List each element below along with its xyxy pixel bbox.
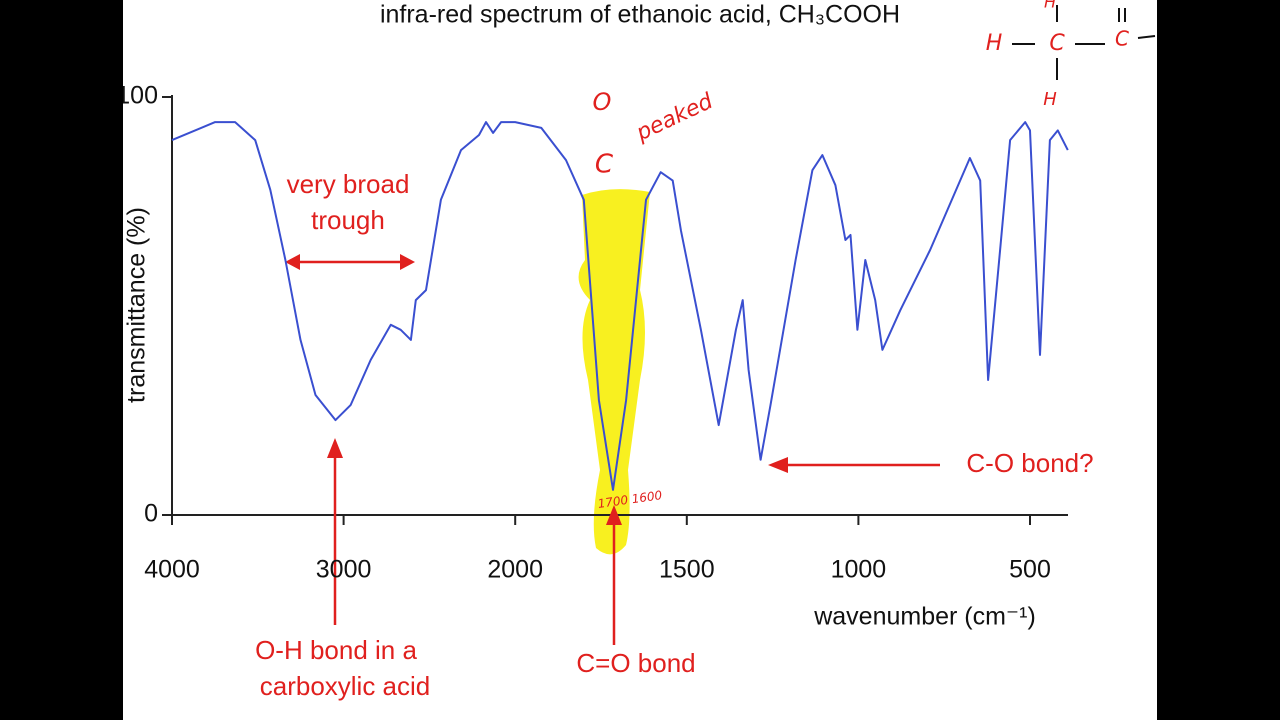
handwriting: H bbox=[1043, 89, 1057, 110]
handwriting: O bbox=[593, 88, 612, 116]
handwriting: C bbox=[1049, 31, 1065, 56]
y-axis-label: transmittance (%) bbox=[123, 207, 151, 403]
handwriting: H bbox=[1044, 0, 1056, 12]
highlight bbox=[578, 189, 650, 555]
handwriting: C bbox=[595, 150, 614, 180]
chart-title: infra-red spectrum of ethanoic acid, CH₃… bbox=[380, 1, 900, 29]
annotation: very broad bbox=[287, 169, 410, 199]
annotation: carboxylic acid bbox=[260, 671, 431, 701]
spectrum-line bbox=[171, 121, 1069, 491]
handwriting: C bbox=[1115, 27, 1129, 51]
annotation: O-H bond in a bbox=[255, 635, 417, 665]
x-tick-label: 2000 bbox=[487, 556, 543, 584]
y-tick-label: 0 bbox=[144, 500, 158, 528]
x-tick-label: 4000 bbox=[144, 556, 200, 584]
annotation: C=O bond bbox=[576, 648, 695, 678]
y-tick-label: 100 bbox=[116, 82, 158, 110]
x-tick-label: 1500 bbox=[659, 556, 715, 584]
annotation: trough bbox=[311, 205, 385, 235]
x-tick-label: 500 bbox=[1009, 556, 1051, 584]
x-tick-label: 3000 bbox=[316, 556, 372, 584]
arrows bbox=[285, 254, 940, 645]
right-bar bbox=[1157, 0, 1280, 720]
structure-bonds bbox=[1012, 5, 1156, 80]
x-tick-label: 1000 bbox=[831, 556, 887, 584]
left-bar bbox=[0, 0, 123, 720]
handwriting: H bbox=[986, 31, 1003, 56]
annotation: C-O bond? bbox=[966, 448, 1093, 478]
x-axis-label: wavenumber (cm⁻¹) bbox=[813, 603, 1036, 631]
